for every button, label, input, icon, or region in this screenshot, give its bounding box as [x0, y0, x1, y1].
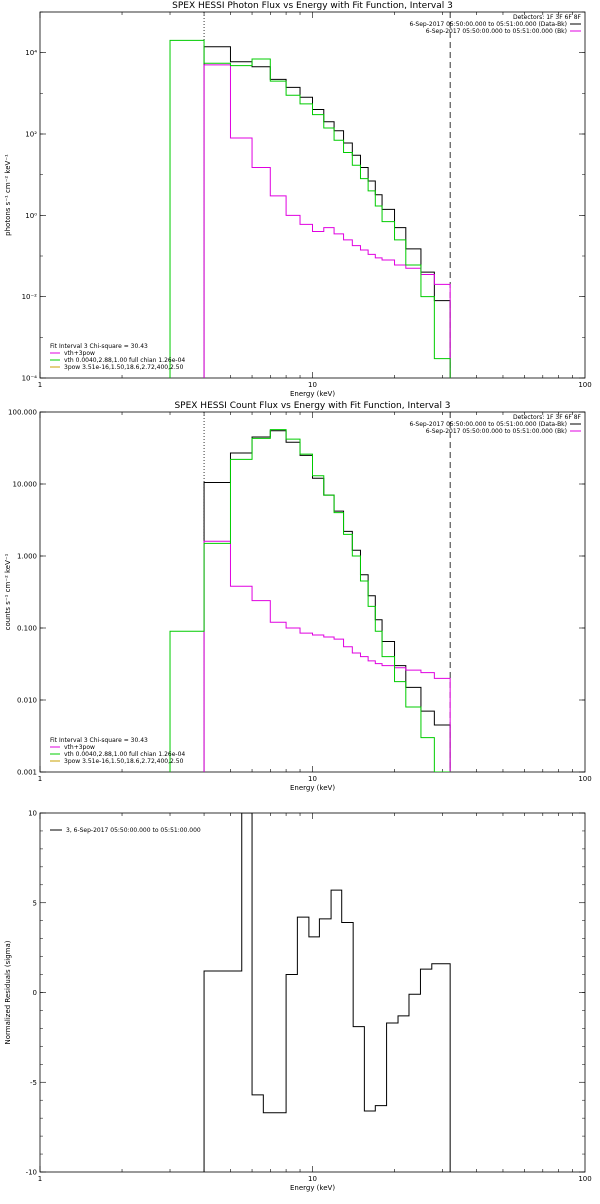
series-histogram-2: [203, 540, 451, 772]
legend-left-text: vth+3pow: [64, 350, 95, 357]
legend-right-text: 6-Sep-2017 05:50:00.000 to 05:51:00.000 …: [409, 21, 567, 28]
x-axis-label: Energy (keV): [290, 390, 335, 398]
legend-right-text: 6-Sep-2017 05:50:00.000 to 05:51:00.000 …: [426, 428, 567, 435]
x-tick-label: 100: [578, 381, 591, 389]
y-axis-label: photons s⁻¹ cm⁻² keV⁻¹: [4, 154, 12, 236]
series-histogram-2: [203, 64, 451, 378]
legend-right-text: 6-Sep-2017 05:50:00.000 to 05:51:00.000 …: [409, 421, 567, 428]
x-axis-label: Energy (keV): [290, 1184, 335, 1192]
y-tick-label: 10⁻⁴: [22, 375, 38, 383]
chart-panel-2: SPEX HESSI Count Flux vs Energy with Fit…: [4, 401, 592, 792]
y-tick-label: 0.010: [17, 697, 37, 705]
legend-left-text: vth 0.0040,2.88,1.00 full chian 1.26e-04: [64, 357, 185, 364]
plot-frame: [39, 11, 586, 379]
series-histogram-1: [203, 46, 451, 378]
y-tick-label: 1.000: [17, 553, 37, 561]
y-tick-label: 5: [33, 899, 37, 907]
series-histogram-3: [169, 39, 451, 378]
x-tick-label: 10: [308, 775, 317, 783]
y-tick-label: 10⁻²: [22, 293, 38, 301]
y-tick-label: 10²: [25, 131, 37, 139]
y-axis-label: counts s⁻¹ cm⁻² keV⁻¹: [4, 553, 12, 630]
x-tick-label: 10: [308, 381, 317, 389]
legend-left-text: 3pow 3.51e-16,1.50,18.6,2.72,400,2.50: [64, 364, 184, 371]
y-tick-label: 100.000: [8, 409, 37, 417]
legend-right-text: Detectors: 1F 3F 6F 8F: [513, 14, 582, 21]
legend-left-text: vth+3pow: [64, 744, 95, 751]
chart-title: SPEX HESSI Count Flux vs Energy with Fit…: [174, 401, 450, 411]
series-histogram-1: [203, 813, 451, 1172]
y-tick-label: 10⁰: [25, 212, 37, 220]
y-tick-label: 10.000: [13, 481, 38, 489]
y-tick-label: 10⁴: [25, 49, 37, 57]
chart-panel-1: SPEX HESSI Photon Flux vs Energy with Fi…: [4, 1, 592, 398]
legend-left-header: Fit Interval 3 Chi-square = 30.43: [50, 343, 148, 350]
y-tick-label: 0.100: [17, 625, 37, 633]
legend-right-text: 6-Sep-2017 05:50:00.000 to 05:51:00.000 …: [426, 28, 567, 35]
plot-frame: [39, 812, 586, 1173]
y-tick-label: 10: [28, 810, 37, 818]
y-tick-label: 0.001: [17, 769, 37, 777]
series-histogram-1: [203, 430, 451, 772]
y-tick-label: -10: [26, 1169, 37, 1177]
series-histogram-3: [169, 429, 451, 772]
chart-panel-3: 1 10 100 Energy (keV) -10 -5 0 5 10 Normalized Re…: [4, 810, 592, 1193]
y-tick-label: -5: [30, 1079, 37, 1087]
x-tick-label: 10: [308, 1175, 317, 1183]
y-axis-label: Normalized Residuals (sigma): [4, 940, 12, 1044]
x-tick-label: 100: [578, 1175, 591, 1183]
legend-left-text: 3pow 3.51e-16,1.50,18.6,2.72,400,2.50: [64, 758, 184, 765]
legend-left-text: vth 0.0040,2.88,1.00 full chian 1.26e-04: [64, 751, 185, 758]
legend-top-left-text: 3, 6-Sep-2017 05:50:00.000 to 05:51:00.0…: [66, 827, 201, 834]
data-layer: [169, 412, 451, 772]
x-tick-label: 1: [38, 1175, 42, 1183]
legend-left-header: Fit Interval 3 Chi-square = 30.43: [50, 737, 148, 744]
chart-title: SPEX HESSI Photon Flux vs Energy with Fi…: [172, 1, 453, 11]
x-axis-label: Energy (keV): [290, 784, 335, 792]
data-layer: [203, 813, 451, 1172]
legend-right-text: Detectors: 1F 3F 6F 8F: [513, 414, 582, 421]
y-tick-label: 0: [33, 989, 37, 997]
data-layer: [169, 12, 451, 378]
x-tick-label: 1: [38, 381, 42, 389]
x-tick-label: 1: [38, 775, 42, 783]
x-tick-label: 100: [578, 775, 591, 783]
